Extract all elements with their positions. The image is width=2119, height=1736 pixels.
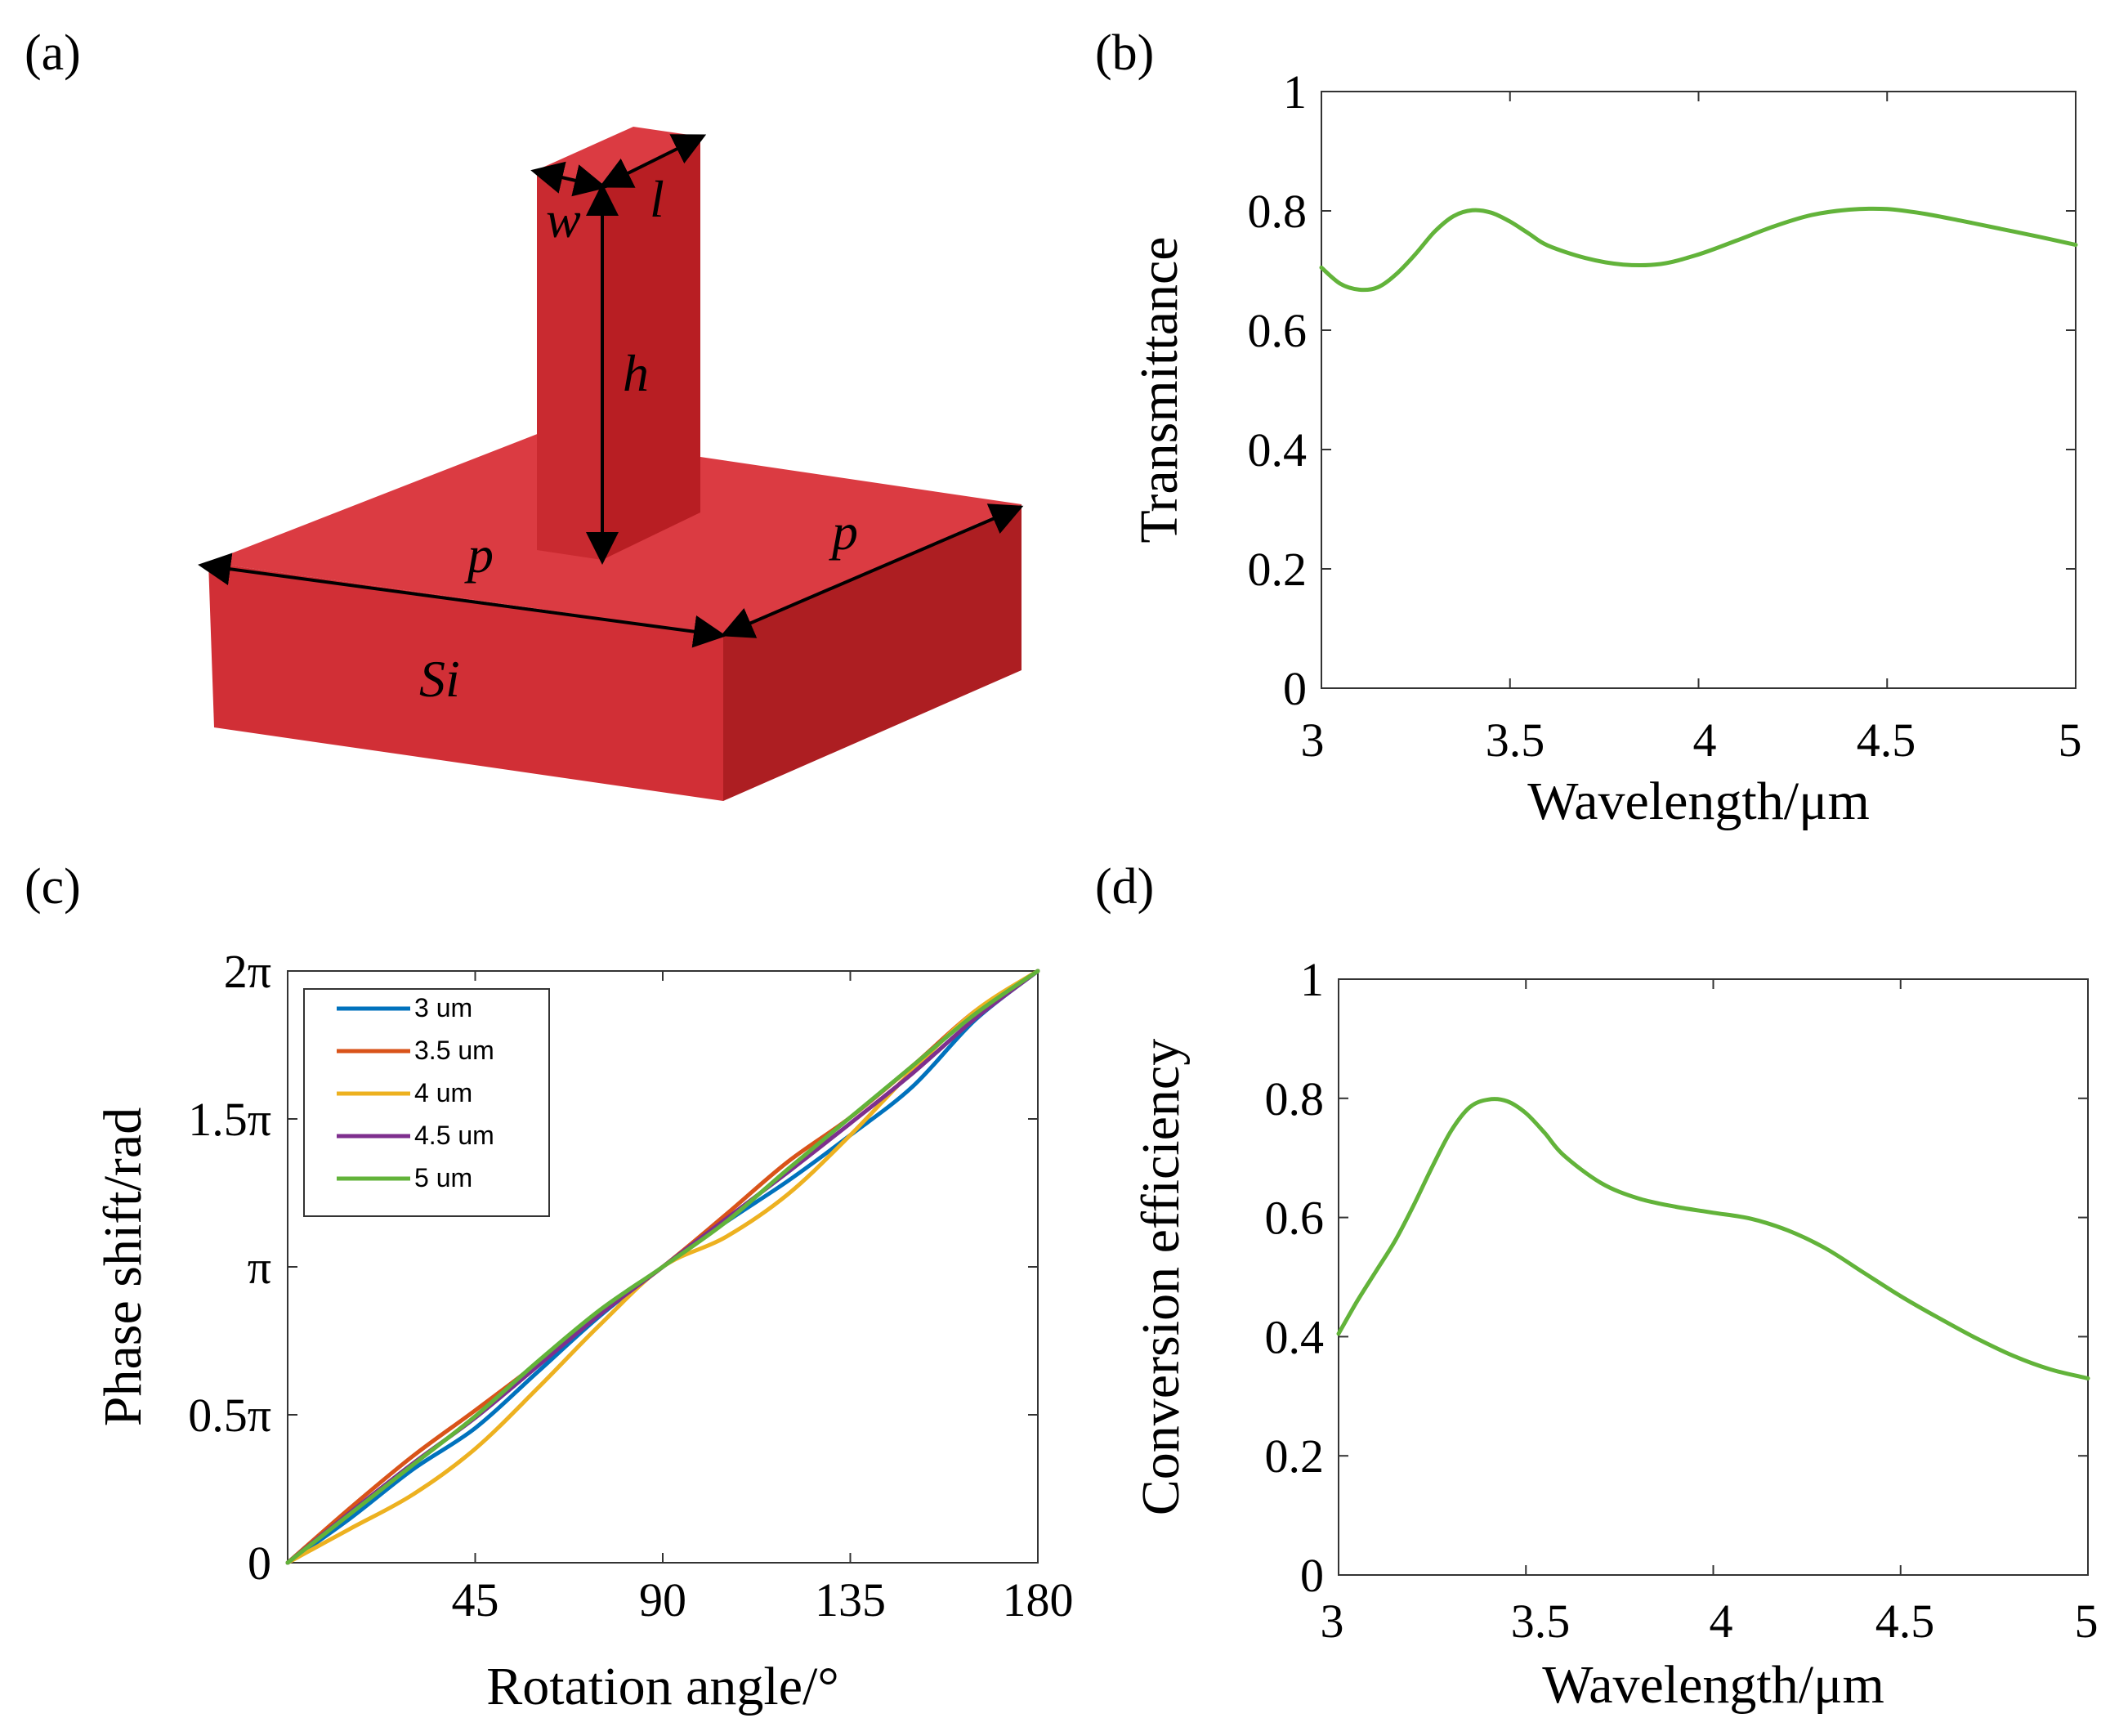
y-tick-label: 2π [224,945,271,998]
x-tick-label: 90 [639,1573,686,1626]
y-tick-label: 0.6 [1265,1192,1325,1245]
y-tick-label: 0.4 [1265,1310,1325,1363]
panel-label-d: (d) [1095,859,1154,915]
phase-shift-chart: 0 0.5π π 1.5π 2π 45 90 135 180 Rotation angle/° Ph… [93,945,1074,1716]
material-label: Si [419,650,460,708]
x-tick-label: 5 [2075,1595,2099,1648]
length-label: l [650,170,664,228]
y-tick-label: 0.4 [1248,423,1308,477]
period-side-arrow [720,503,1024,638]
series-line-transmittance [1319,206,2078,293]
period-front-arrow [198,553,726,648]
y-tick-label: 0.8 [1248,185,1308,238]
x-axis-title: Wavelength/μm [1542,1655,1884,1715]
y-tick-label: 1.5π [188,1093,271,1146]
legend-label: 4.5 um [414,1121,494,1150]
y-axis-title: Conversion efficiency [1131,1039,1191,1515]
y-tick-label: 0 [248,1537,271,1590]
legend-label: 3 um [414,993,472,1022]
y-tick-label: π [248,1241,271,1294]
y-tick-label: 0 [1300,1549,1324,1602]
y-tick-label: 1 [1300,953,1324,1006]
legend-label: 4 um [414,1078,472,1107]
panel-label-c: (c) [25,859,81,915]
y-tick-label: 0.2 [1265,1430,1325,1483]
unit-cell-schematic: w l h p p Si [198,127,1024,801]
x-tick-label: 3 [1321,1595,1344,1648]
plot-area-d [1338,978,2089,1576]
x-tick-label: 180 [1003,1573,1074,1626]
legend-label: 5 um [414,1163,472,1192]
legend-label: 3.5 um [414,1036,494,1065]
y-tick-label: 0.6 [1248,304,1308,357]
y-tick-label: 0.8 [1265,1072,1325,1125]
x-axis-title: Rotation angle/° [486,1657,838,1716]
panel-label-b: (b) [1095,25,1154,81]
x-tick-label: 3.5 [1511,1595,1571,1648]
x-tick-label: 4 [1693,714,1717,767]
x-tick-label: 4.5 [1857,714,1916,767]
x-tick-label: 3.5 [1486,714,1545,767]
pillar-side-face [602,136,700,560]
panel-label-a: (a) [25,25,81,81]
width-label: w [546,190,581,248]
y-tick-label: 0 [1283,662,1307,715]
series-line-conversion-efficiency [1336,1097,2090,1380]
x-axis-title: Wavelength/μm [1527,772,1870,831]
height-label: h [623,344,649,402]
y-tick-label: 0.2 [1248,543,1308,596]
x-tick-label: 4 [1710,1595,1733,1648]
x-tick-label: 5 [2059,714,2082,767]
y-axis-title: Phase shift/rad [93,1107,153,1426]
length-arrow [598,134,707,188]
x-tick-label: 135 [815,1573,886,1626]
period-front-label: p [464,526,494,584]
conversion-efficiency-chart: 0 0.2 0.4 0.6 0.8 1 3 3.5 4 4.5 5 Wavelength/μm Conv… [1131,953,2099,1715]
x-tick-label: 3 [1301,714,1325,767]
period-side-label: p [829,503,858,561]
x-tick-label: 4.5 [1875,1595,1935,1648]
x-tick-label: 45 [452,1573,499,1626]
transmittance-chart: 0 0.2 0.4 0.6 0.8 1 3 3.5 4 4.5 5 Wavelength/μm Tran… [1129,65,2082,831]
plot-area-b [1321,91,2077,689]
series-line-5-um [285,969,1040,1565]
y-tick-label: 1 [1283,65,1307,119]
y-tick-label: 0.5π [188,1389,271,1442]
y-axis-title: Transmittance [1129,236,1189,543]
